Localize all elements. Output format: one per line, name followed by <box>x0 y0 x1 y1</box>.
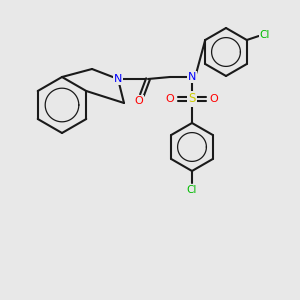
Text: Cl: Cl <box>260 30 270 40</box>
Text: O: O <box>135 96 143 106</box>
Text: Cl: Cl <box>187 185 197 195</box>
Text: N: N <box>188 72 196 82</box>
Text: S: S <box>188 92 196 106</box>
Text: O: O <box>166 94 174 104</box>
Text: O: O <box>210 94 218 104</box>
Text: N: N <box>114 74 122 84</box>
